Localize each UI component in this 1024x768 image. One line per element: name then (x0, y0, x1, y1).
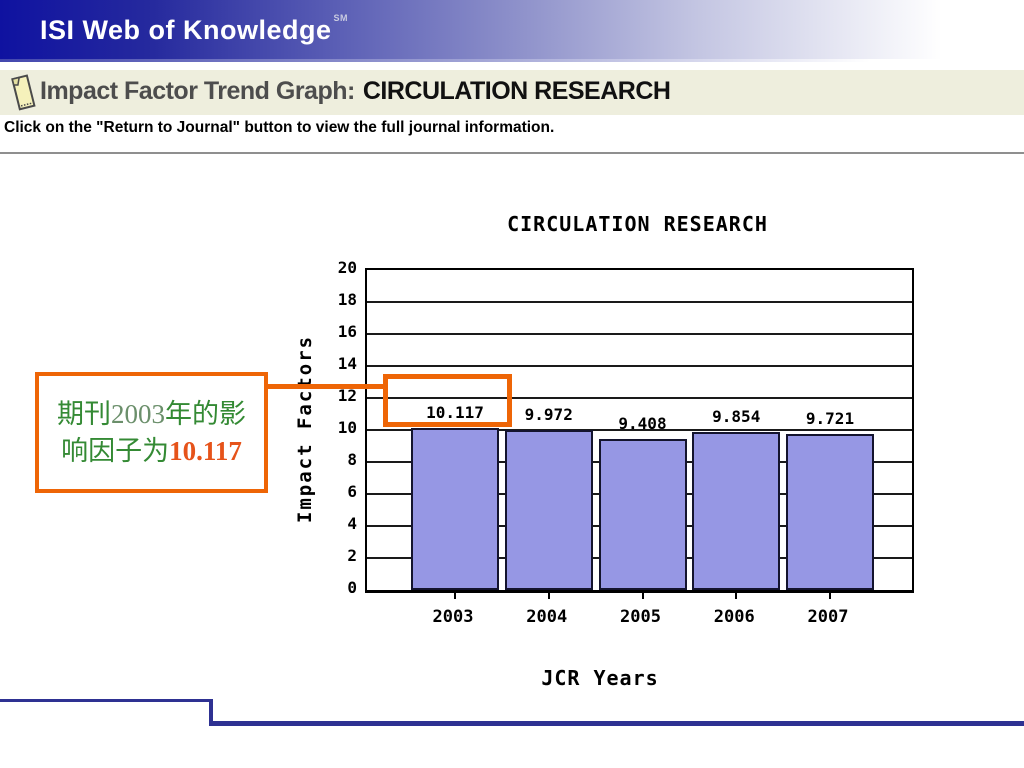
y-tick-label: 10 (337, 418, 357, 437)
callout-year: 2003 (111, 399, 165, 430)
divider-rule (0, 152, 1024, 155)
section-header-bar (0, 70, 1024, 115)
y-gridline (367, 397, 912, 399)
page-title-journal: CIRCULATION RESEARCH (362, 77, 671, 105)
x-tick-label: 2006 (713, 607, 755, 627)
y-gridline (367, 333, 912, 335)
bar-value-label: 9.972 (524, 405, 573, 425)
y-gridline (367, 365, 912, 367)
bottom-line-thick (209, 721, 1024, 726)
y-tick-label: 0 (347, 578, 357, 597)
x-tick-label: 2005 (620, 607, 661, 627)
bar (504, 430, 593, 590)
chart-title: CIRCULATION RESEARCH (507, 212, 768, 236)
y-gridline (367, 301, 912, 303)
x-axis-tick (829, 590, 831, 599)
x-tick-label: 2003 (432, 607, 474, 627)
brand-trademark: SM (333, 13, 349, 23)
page-title: Impact Factor Trend Graph: CIRCULATION RE… (40, 77, 671, 106)
callout-line2: 响因子为10.117 (39, 433, 264, 469)
callout-text: 响因子为 (61, 435, 170, 466)
bottom-line-thin (0, 699, 212, 702)
bar (692, 432, 781, 590)
annotation-callout: 期刊2003年的影 响因子为10.117 (35, 372, 268, 493)
bar (411, 428, 499, 590)
x-axis-tick (547, 590, 550, 599)
note-icon (11, 74, 36, 111)
y-tick-label: 4 (347, 514, 357, 533)
y-tick-label: 14 (337, 354, 357, 373)
callout-line1: 期刊2003年的影 (39, 396, 264, 432)
y-tick-label: 20 (337, 258, 357, 277)
y-tick-label: 18 (337, 290, 357, 309)
instruction-text: Click on the "Return to Journal" button … (4, 119, 555, 136)
callout-text: 年的影 (165, 399, 246, 430)
bar-value-label: 9.854 (712, 407, 761, 427)
brand-title-text: ISI Web of Knowledge (40, 15, 332, 45)
x-tick-label: 2004 (526, 607, 568, 627)
y-tick-label: 16 (337, 322, 357, 341)
bar (598, 439, 687, 590)
x-axis-tick (454, 590, 456, 599)
y-tick-label: 6 (347, 482, 357, 501)
page-title-prefix: Impact Factor Trend Graph: (40, 77, 355, 105)
y-gridline (367, 429, 912, 431)
y-tick-label: 8 (347, 450, 357, 469)
bar-value-label: 9.408 (618, 414, 667, 434)
callout-value: 10.117 (169, 435, 242, 466)
x-axis-tick (641, 590, 644, 599)
bar (786, 434, 874, 590)
y-tick-label: 2 (347, 546, 357, 565)
x-axis-label: JCR Years (541, 666, 659, 690)
impact-factor-bar-chart: 10.117 9.972 9.408 9.854 9.721 (365, 268, 914, 599)
y-tick-label: 12 (337, 386, 357, 405)
callout-connector-line (265, 384, 385, 389)
brand-title: ISI Web of Knowledge SM (40, 13, 348, 46)
x-tick-label: 2007 (807, 607, 849, 627)
callout-text: 期刊 (57, 399, 111, 430)
bottom-line-step (209, 699, 213, 726)
brand-header-bar (0, 0, 1024, 59)
brand-header-accent (0, 59, 1024, 62)
x-axis-tick (735, 590, 738, 599)
bar-value-label: 9.721 (805, 409, 855, 429)
bar-value-label: 10.117 (426, 403, 484, 423)
highlight-box (383, 374, 512, 427)
y-axis-label: Impact Factors (294, 334, 316, 524)
